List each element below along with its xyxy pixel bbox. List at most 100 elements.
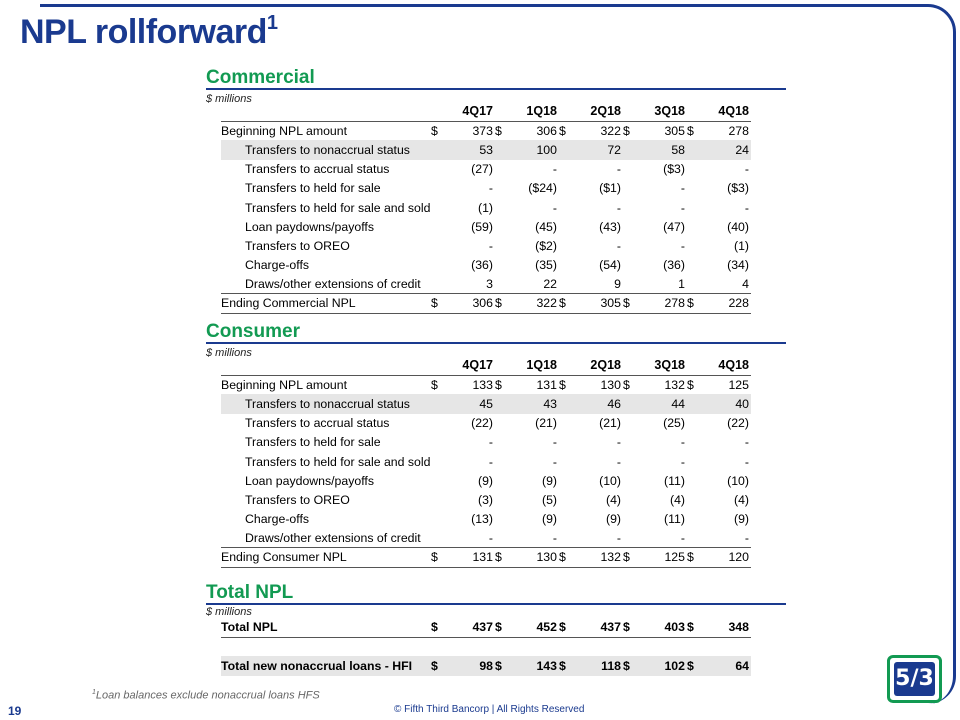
currency-symbol — [431, 471, 443, 490]
currency-symbol: $ — [559, 618, 571, 638]
currency-symbol: $ — [687, 374, 699, 395]
cell-value: 133 — [443, 374, 495, 395]
currency-symbol — [623, 471, 635, 490]
cell-value: (36) — [663, 258, 685, 273]
currency-symbol — [431, 490, 443, 509]
cell-value: (4) — [733, 492, 749, 507]
currency-symbol — [687, 490, 699, 509]
row-label: Transfers to held for sale — [245, 181, 381, 196]
currency-symbol — [495, 275, 507, 294]
cell-value: - — [552, 454, 557, 469]
currency-symbol — [623, 275, 635, 294]
currency-symbol — [687, 471, 699, 490]
cell-value: (27) — [471, 162, 493, 177]
currency-symbol: $ — [431, 656, 443, 676]
currency-symbol: $ — [687, 293, 699, 314]
currency-symbol — [495, 414, 507, 433]
commercial-units: $ millions — [206, 93, 252, 105]
header-spacer — [221, 102, 431, 121]
table-row: Transfers to nonaccrual status 45 43 46 44 40 — [221, 394, 751, 414]
currency-symbol — [623, 217, 635, 236]
cell-value: - — [680, 200, 685, 215]
currency-symbol: $ — [495, 293, 507, 314]
row-label: Beginning NPL amount — [221, 374, 431, 395]
cell-value: (9) — [605, 512, 621, 527]
currency-symbol: $ — [431, 120, 443, 141]
header-row: 4Q17 1Q18 2Q18 3Q18 4Q18 — [221, 102, 751, 121]
currency-symbol: $ — [495, 547, 507, 568]
currency-symbol — [623, 452, 635, 471]
cell-value: 9 — [614, 277, 621, 292]
column-header: 4Q17 — [462, 358, 493, 373]
currency-symbol: $ — [687, 120, 699, 141]
currency-symbol — [495, 394, 507, 414]
currency-symbol — [559, 256, 571, 275]
currency-symbol — [623, 490, 635, 509]
table-row: Draws/other extensions of credit 3 22 9 1 4 — [221, 275, 751, 294]
row-label: Transfers to held for sale and sold — [245, 200, 431, 215]
row-label: Ending Commercial NPL — [221, 293, 431, 314]
cell-value: 132 — [571, 547, 623, 568]
cell-value: 278 — [699, 120, 751, 141]
table-row: Transfers to held for sale and sold - - - - - — [221, 452, 751, 471]
cell-value: 1 — [678, 277, 685, 292]
currency-symbol — [431, 452, 443, 471]
currency-symbol — [559, 452, 571, 471]
column-header: 4Q18 — [718, 358, 749, 373]
currency-symbol — [431, 198, 443, 217]
currency-symbol — [623, 160, 635, 179]
cell-value: ($24) — [528, 181, 557, 196]
cell-value: (35) — [535, 258, 557, 273]
cell-value: (1) — [477, 200, 493, 215]
currency-symbol — [559, 179, 571, 198]
row-label: Total NPL — [221, 618, 431, 638]
cell-value: (10) — [599, 473, 621, 488]
column-header: 1Q18 — [526, 358, 557, 373]
currency-symbol: $ — [495, 656, 507, 676]
cell-value: - — [680, 454, 685, 469]
cell-value: (40) — [727, 219, 749, 234]
cell-value: (22) — [471, 416, 493, 431]
cell-value: 40 — [699, 394, 751, 414]
spacer-row — [221, 637, 751, 656]
logo-mark: 5/3 — [894, 662, 935, 696]
currency-symbol: $ — [431, 374, 443, 395]
currency-symbol — [495, 236, 507, 255]
cell-value: ($3) — [727, 181, 749, 196]
currency-symbol: $ — [559, 120, 571, 141]
cell-value: 132 — [635, 374, 687, 395]
table-row: Transfers to nonaccrual status 53 100 72 58 2… — [221, 140, 751, 160]
cell-value: - — [616, 454, 621, 469]
currency-symbol — [559, 471, 571, 490]
currency-symbol — [687, 179, 699, 198]
table-row: Transfers to held for sale and sold (1) - -… — [221, 198, 751, 217]
total-table: Total NPL $437 $452 $437 $403 $348 Total new n… — [221, 618, 751, 676]
cell-value: (21) — [535, 416, 557, 431]
currency-symbol — [431, 256, 443, 275]
row-label: Charge-offs — [245, 512, 310, 527]
cell-value: 452 — [507, 618, 559, 638]
currency-symbol — [687, 275, 699, 294]
table-row: Transfers to OREO - ($2) - - (1) — [221, 236, 751, 255]
cell-value: 322 — [507, 293, 559, 314]
currency-symbol — [687, 414, 699, 433]
table-row: Draws/other extensions of credit - - - - - — [221, 529, 751, 548]
cell-value: - — [744, 200, 749, 215]
header-spacer — [687, 356, 699, 375]
currency-symbol — [495, 198, 507, 217]
cell-value: 53 — [443, 140, 495, 160]
consumer-section-header: Consumer — [206, 322, 786, 344]
cell-value: - — [744, 435, 749, 450]
row-label: Transfers to accrual status — [245, 162, 390, 177]
cell-value: - — [744, 162, 749, 177]
header-spacer — [495, 356, 507, 375]
cell-value: - — [744, 531, 749, 546]
header-spacer — [623, 102, 635, 121]
currency-symbol: $ — [623, 656, 635, 676]
page-title: NPL rollforward1 — [20, 12, 278, 51]
currency-symbol — [623, 394, 635, 414]
row-label: Transfers to nonaccrual status — [221, 394, 431, 414]
currency-symbol — [495, 256, 507, 275]
cell-value: (36) — [471, 258, 493, 273]
cell-value: 120 — [699, 547, 751, 568]
